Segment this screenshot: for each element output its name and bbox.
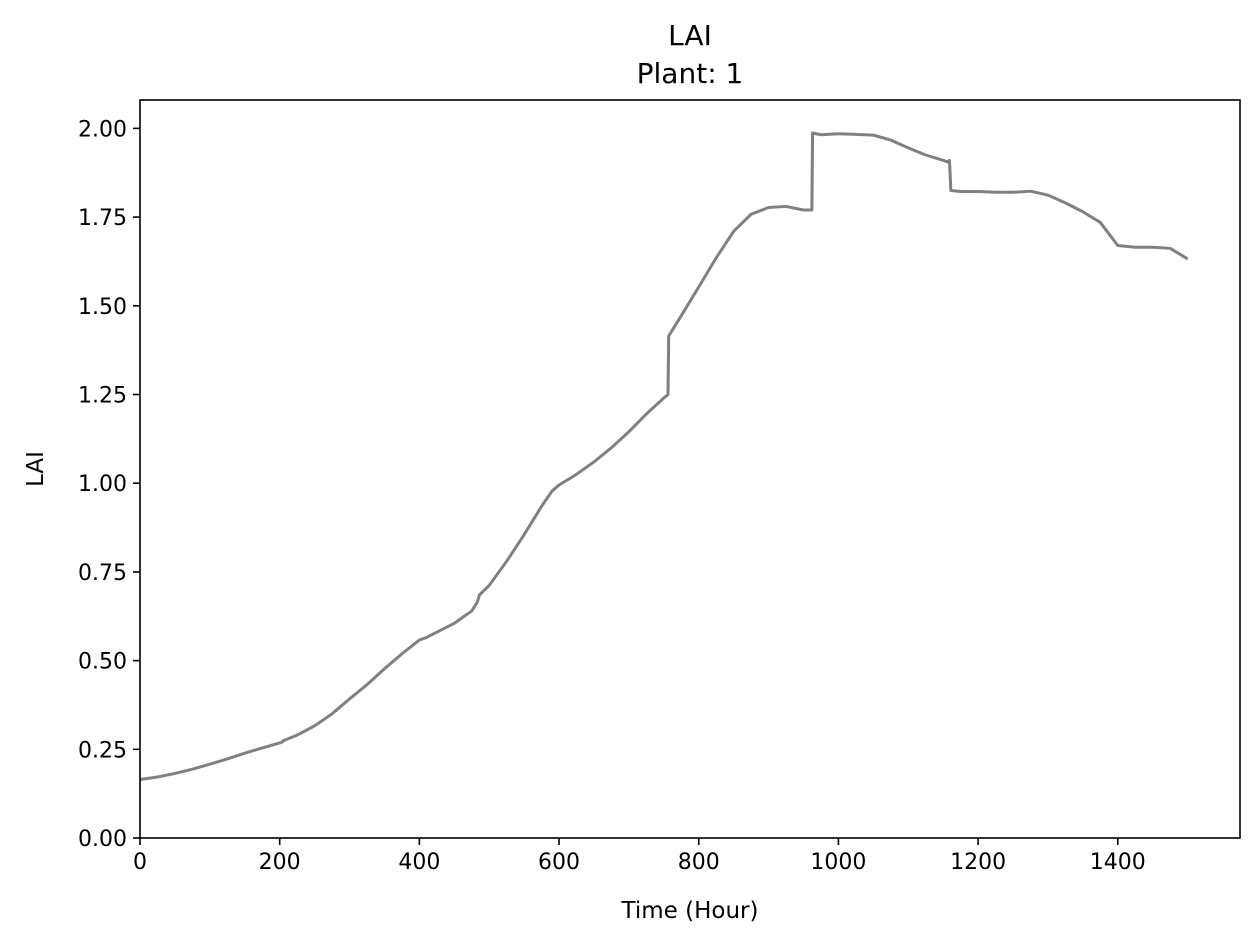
x-tick-label: 1200 xyxy=(950,850,1006,875)
y-tick-label: 0.25 xyxy=(78,738,127,763)
y-tick-label: 2.00 xyxy=(78,117,127,142)
series-line-0 xyxy=(139,131,1189,781)
x-tick-label: 200 xyxy=(259,850,301,875)
x-tick-label: 0 xyxy=(133,850,147,875)
x-tick-label: 1400 xyxy=(1090,850,1146,875)
y-tick-label: 1.50 xyxy=(78,295,127,320)
y-tick-label: 1.00 xyxy=(78,472,127,497)
x-tick-label: 600 xyxy=(538,850,580,875)
x-tick-label: 400 xyxy=(398,850,440,875)
y-tick-label: 0.75 xyxy=(78,561,127,586)
y-axis-label: LAI xyxy=(23,451,49,487)
axes-frame xyxy=(139,99,1241,839)
plot-area: 0 200 400 600 800 1000 1200 1400 0.00 0.25 0.50 0.7… xyxy=(78,99,1241,875)
y-tick-label: 1.75 xyxy=(78,206,127,231)
y-tick-label: 0.00 xyxy=(78,827,127,852)
chart-subtitle: Plant: 1 xyxy=(637,57,744,90)
x-axis-label: Time (Hour) xyxy=(621,898,759,924)
x-tick-label: 1000 xyxy=(810,850,866,875)
y-tick-label: 0.50 xyxy=(78,650,127,675)
chart-title: LAI xyxy=(668,19,712,52)
x-tick-label: 800 xyxy=(678,850,720,875)
y-tick-label: 1.25 xyxy=(78,383,127,408)
